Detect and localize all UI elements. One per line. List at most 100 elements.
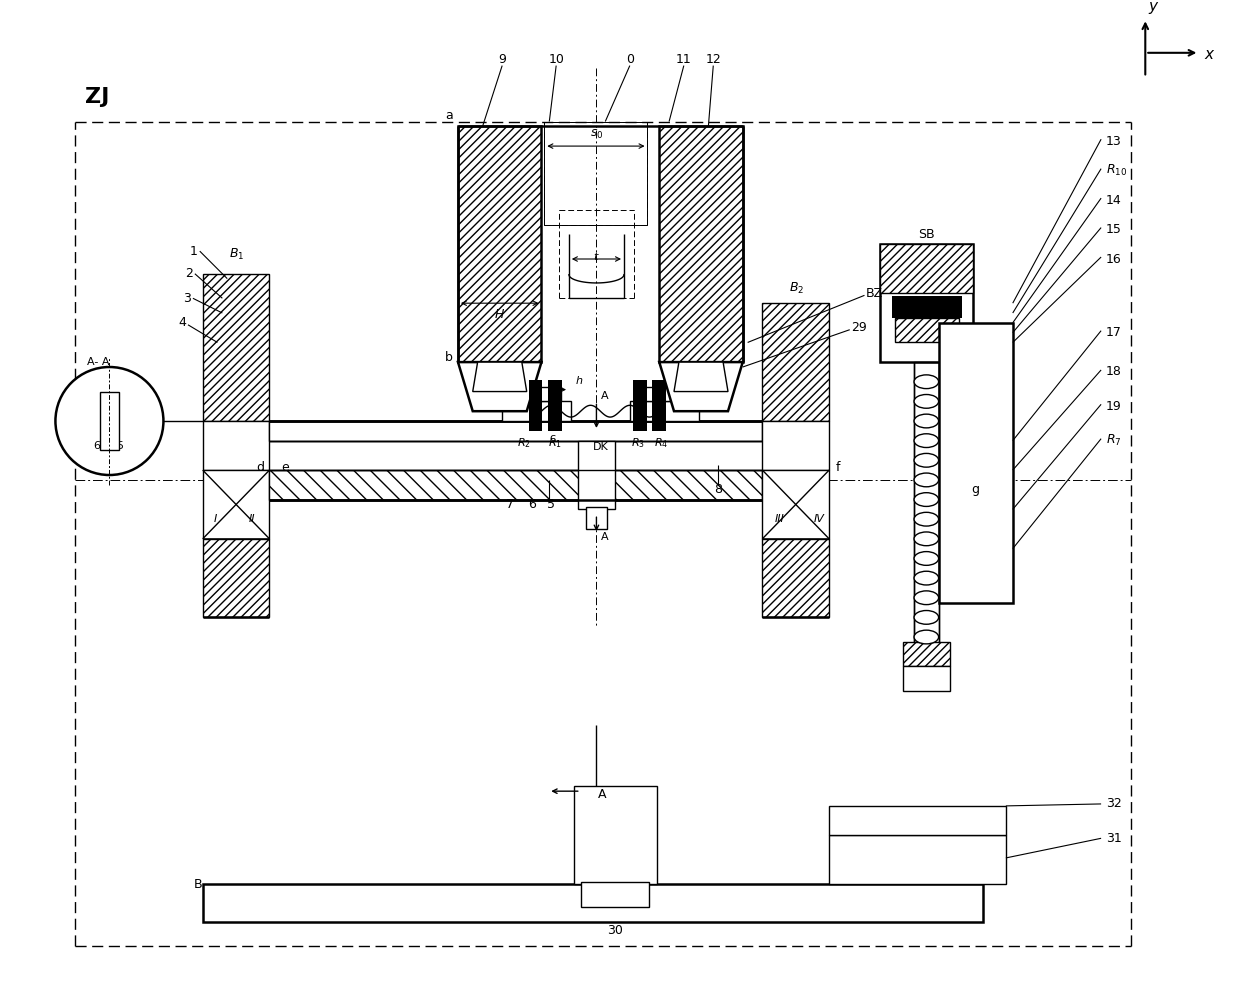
Text: II: II bbox=[248, 515, 255, 525]
Bar bbox=[892, 296, 962, 318]
Bar bbox=[202, 470, 269, 539]
Text: III: III bbox=[775, 515, 785, 525]
Text: SB: SB bbox=[918, 228, 935, 241]
Bar bbox=[763, 303, 830, 421]
Bar bbox=[202, 539, 269, 618]
Text: 11: 11 bbox=[676, 53, 692, 66]
Text: BZ: BZ bbox=[866, 287, 883, 300]
Bar bbox=[830, 806, 1006, 836]
Text: 4: 4 bbox=[179, 316, 186, 329]
Text: 30: 30 bbox=[608, 924, 622, 937]
Ellipse shape bbox=[914, 591, 939, 605]
Bar bbox=[652, 379, 666, 430]
Text: 16: 16 bbox=[1106, 252, 1122, 265]
Text: 2: 2 bbox=[185, 267, 193, 280]
Bar bbox=[202, 421, 269, 470]
Bar bbox=[763, 470, 830, 539]
Text: $B_1$: $B_1$ bbox=[229, 246, 244, 261]
Text: 7: 7 bbox=[506, 497, 515, 511]
Bar bbox=[528, 379, 542, 430]
Bar bbox=[502, 401, 570, 421]
Text: a: a bbox=[445, 108, 453, 121]
Text: 10: 10 bbox=[548, 53, 564, 66]
Text: A- A: A- A bbox=[87, 357, 109, 367]
Text: 9: 9 bbox=[498, 53, 506, 66]
Text: DK: DK bbox=[593, 441, 609, 451]
Text: 17: 17 bbox=[1106, 326, 1122, 339]
Text: 8: 8 bbox=[714, 483, 722, 496]
Text: $y$: $y$ bbox=[1148, 0, 1159, 16]
Text: 5: 5 bbox=[115, 440, 123, 450]
Ellipse shape bbox=[914, 414, 939, 427]
Bar bbox=[202, 273, 269, 421]
Ellipse shape bbox=[914, 631, 939, 644]
Text: A: A bbox=[601, 391, 609, 401]
Bar bbox=[512, 386, 560, 401]
Text: 13: 13 bbox=[1106, 135, 1122, 148]
Text: b: b bbox=[445, 350, 453, 363]
Bar bbox=[895, 318, 959, 342]
Text: $R_1$: $R_1$ bbox=[548, 435, 562, 449]
Text: ZJ: ZJ bbox=[84, 87, 109, 107]
Text: 6: 6 bbox=[93, 440, 100, 450]
Ellipse shape bbox=[914, 374, 939, 388]
Text: 29: 29 bbox=[851, 321, 867, 334]
Bar bbox=[632, 379, 646, 430]
Text: d: d bbox=[257, 460, 264, 473]
Ellipse shape bbox=[914, 532, 939, 546]
Text: $s_0$: $s_0$ bbox=[590, 128, 603, 141]
Bar bbox=[763, 421, 830, 470]
Bar bbox=[914, 362, 939, 647]
Bar bbox=[580, 883, 650, 907]
Polygon shape bbox=[472, 362, 527, 391]
Bar bbox=[903, 667, 950, 691]
Bar bbox=[202, 885, 983, 922]
Text: 5: 5 bbox=[547, 497, 556, 511]
Text: $R_3$: $R_3$ bbox=[631, 435, 645, 449]
Bar bbox=[763, 539, 830, 618]
Bar bbox=[640, 386, 688, 401]
Bar bbox=[578, 440, 615, 510]
Text: $R_{10}$: $R_{10}$ bbox=[1106, 163, 1127, 178]
Text: c: c bbox=[549, 432, 556, 442]
Text: IV: IV bbox=[813, 515, 825, 525]
Text: 12: 12 bbox=[706, 53, 722, 66]
Text: A: A bbox=[601, 532, 609, 542]
Bar bbox=[544, 121, 647, 224]
Bar bbox=[458, 126, 542, 362]
Bar bbox=[903, 642, 950, 667]
Text: $R_4$: $R_4$ bbox=[653, 435, 668, 449]
Bar bbox=[574, 786, 657, 885]
Bar bbox=[269, 470, 763, 499]
Text: e: e bbox=[281, 460, 289, 473]
Text: A: A bbox=[598, 788, 606, 801]
Ellipse shape bbox=[914, 552, 939, 566]
Text: 32: 32 bbox=[1106, 798, 1122, 811]
Text: $x$: $x$ bbox=[1204, 47, 1215, 62]
Ellipse shape bbox=[914, 611, 939, 625]
Ellipse shape bbox=[914, 513, 939, 527]
Bar bbox=[630, 401, 698, 421]
Ellipse shape bbox=[914, 453, 939, 467]
Bar bbox=[939, 323, 1013, 603]
Text: 1: 1 bbox=[190, 244, 198, 257]
Polygon shape bbox=[675, 362, 728, 391]
Text: 6: 6 bbox=[528, 497, 536, 511]
Ellipse shape bbox=[914, 433, 939, 447]
Ellipse shape bbox=[914, 572, 939, 585]
Text: I: I bbox=[213, 515, 217, 525]
Bar bbox=[269, 421, 763, 440]
Bar bbox=[585, 508, 608, 529]
Text: $H$: $H$ bbox=[495, 308, 505, 321]
Text: 0: 0 bbox=[626, 53, 634, 66]
Ellipse shape bbox=[914, 473, 939, 486]
Polygon shape bbox=[458, 362, 542, 411]
Text: $R_2$: $R_2$ bbox=[517, 435, 531, 449]
Text: 15: 15 bbox=[1106, 223, 1122, 236]
Text: $B_2$: $B_2$ bbox=[789, 281, 805, 296]
Text: 31: 31 bbox=[1106, 832, 1122, 845]
Text: $R_7$: $R_7$ bbox=[1106, 433, 1122, 448]
Text: f: f bbox=[836, 460, 841, 473]
Ellipse shape bbox=[914, 394, 939, 408]
Bar bbox=[99, 391, 119, 450]
